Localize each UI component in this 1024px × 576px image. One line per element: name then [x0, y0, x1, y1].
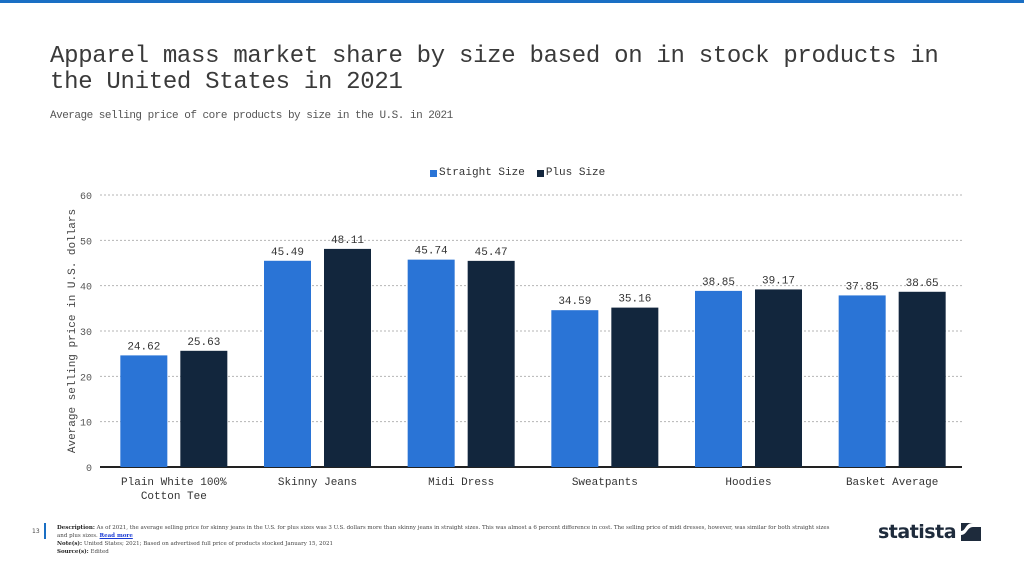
gridlines: [100, 194, 962, 468]
bar-plus-size[interactable]: [324, 248, 371, 467]
bar-plus-size[interactable]: [898, 291, 946, 467]
description-label: Description:: [57, 525, 95, 531]
page-number: 13: [32, 528, 40, 535]
bar-straight-size[interactable]: [838, 295, 886, 467]
bar-plus-size[interactable]: [611, 307, 659, 467]
page-number-bar: [44, 523, 46, 539]
data-label: 45.49: [271, 247, 304, 259]
legend-item-plus-size[interactable]: Plus Size: [536, 167, 606, 179]
chart-legend: Straight Size Plus Size: [430, 167, 605, 179]
bar-straight-size[interactable]: [120, 355, 168, 467]
bars: [120, 248, 946, 467]
page-title: Apparel mass market share by size based …: [50, 43, 939, 96]
data-label: 38.65: [906, 278, 939, 290]
footer-notes: Description: As of 2021, the average sel…: [57, 524, 837, 556]
note-label: Note(s):: [57, 541, 83, 547]
top-accent-bar: [0, 0, 1024, 3]
bar-straight-size[interactable]: [551, 310, 599, 467]
y-tick-label: 0: [86, 464, 92, 475]
x-tick-label: Basket Average: [846, 477, 938, 489]
x-axis-ticks: Plain White 100% Cotton Tee Skinny Jeans Mi…: [121, 477, 938, 503]
bar-straight-size[interactable]: [407, 259, 455, 467]
y-tick-label: 30: [80, 328, 92, 339]
description-text: As of 2021, the average selling price fo…: [57, 525, 830, 539]
data-label: 48.11: [331, 235, 364, 247]
data-label: 24.62: [127, 341, 160, 353]
y-tick-label: 10: [80, 419, 92, 430]
bar-straight-size[interactable]: [695, 290, 742, 467]
statista-logo-icon: [961, 523, 982, 541]
read-more-link[interactable]: Read more: [99, 533, 133, 539]
data-label: 39.17: [762, 275, 795, 287]
y-tick-label: 20: [80, 373, 92, 384]
x-tick-label: Plain White 100%: [121, 477, 227, 489]
data-labels: 24.62 25.63 45.49 48.11 45.74 45.47 34.59 35.16…: [127, 235, 938, 353]
data-label: 35.16: [618, 294, 651, 306]
x-tick-label: Cotton Tee: [141, 491, 207, 503]
statista-logo[interactable]: statista: [878, 521, 982, 543]
bar-plus-size[interactable]: [467, 260, 515, 467]
bar-plus-size[interactable]: [180, 350, 228, 467]
source-label: Source(s):: [57, 549, 89, 555]
note-text: United States; 2021; Based on advertised…: [82, 541, 334, 547]
y-tick-label: 60: [80, 192, 92, 203]
x-tick-label: Sweatpants: [572, 477, 638, 489]
data-label: 37.85: [846, 281, 879, 293]
data-label: 45.47: [475, 247, 508, 259]
bar-straight-size[interactable]: [264, 260, 311, 467]
data-label: 45.74: [415, 246, 448, 258]
source-line: Source(s): Edited: [57, 548, 837, 556]
y-axis-label: Average selling price in U.S. dollars: [67, 209, 79, 453]
logo-text: statista: [878, 521, 957, 543]
description-line: Description: As of 2021, the average sel…: [57, 524, 837, 540]
y-tick-label: 40: [80, 283, 92, 294]
x-tick-label: Hoodies: [725, 477, 771, 489]
y-tick-label: 50: [80, 237, 92, 248]
page-subtitle: Average selling price of core products b…: [50, 110, 453, 122]
legend-label-plus-size: Plus Size: [545, 167, 606, 179]
note-line: Note(s): United States; 2021; Based on a…: [57, 540, 837, 548]
x-tick-label: Midi Dress: [428, 477, 494, 489]
data-label: 34.59: [558, 296, 591, 308]
legend-swatch-straight-size: [430, 169, 437, 177]
source-text: Edited: [88, 549, 109, 555]
x-tick-label: Skinny Jeans: [278, 477, 357, 489]
y-axis-ticks: 0 10 20 30 40 50 60: [80, 192, 92, 475]
legend-swatch-plus-size: [536, 169, 544, 177]
legend-label-straight-size: Straight Size: [439, 167, 525, 179]
legend-item-straight-size[interactable]: Straight Size: [430, 167, 525, 179]
bar-plus-size[interactable]: [755, 289, 802, 467]
data-label: 38.85: [702, 277, 735, 289]
data-label: 25.63: [187, 337, 220, 349]
